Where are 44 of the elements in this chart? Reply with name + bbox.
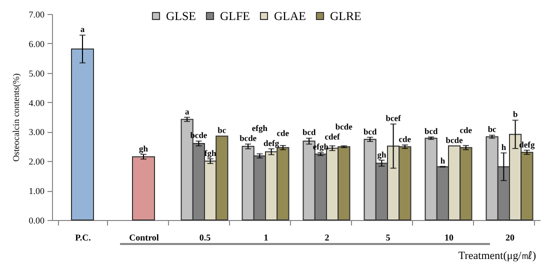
data-label: gh xyxy=(377,149,386,160)
data-label: h xyxy=(440,155,446,166)
y-tick-label: 4.00 xyxy=(28,98,45,108)
data-label: gh xyxy=(139,143,148,154)
data-label: bcde xyxy=(446,134,464,145)
data-label: bc xyxy=(488,124,497,134)
data-label: efgh xyxy=(252,123,268,134)
x-tick-label: 5 xyxy=(386,232,391,242)
x-tick-label: 20 xyxy=(506,232,515,242)
data-label: bcd xyxy=(424,126,438,136)
data-label: h xyxy=(501,142,506,152)
x-tick-label: 0.5 xyxy=(199,232,212,242)
data-label: cdef xyxy=(324,132,340,142)
data-label: bcd xyxy=(302,127,316,138)
x-tick-label: 10 xyxy=(444,232,454,242)
legend-label: GLFE xyxy=(220,9,250,23)
y-tick-label: 3.00 xyxy=(28,127,45,138)
data-label: cde xyxy=(460,124,472,135)
data-label: b xyxy=(512,109,518,120)
legend-label: GLRE xyxy=(330,9,362,23)
legend-label: GLSE xyxy=(166,9,196,23)
y-tick-label: 1.00 xyxy=(28,186,45,196)
y-tick-label: 6.00 xyxy=(28,38,45,49)
data-label: bcef xyxy=(386,113,402,124)
data-label: cde xyxy=(398,134,412,144)
data-label: a xyxy=(80,24,86,34)
y-tick-label: 5.00 xyxy=(28,68,45,78)
data-label: bcde xyxy=(240,133,257,144)
x-axis-title: Treatment(μg/㎖) xyxy=(458,249,536,263)
data-label: bcde xyxy=(335,122,353,132)
x-tick-label: 1 xyxy=(264,232,269,242)
data-label: bcd xyxy=(363,126,377,136)
x-tick-label: 2 xyxy=(324,232,330,242)
data-label: cde xyxy=(276,128,290,138)
y-tick-label: 0.00 xyxy=(28,216,45,226)
y-tick-label: 2.00 xyxy=(28,156,45,167)
x-tick-label: Control xyxy=(129,232,160,242)
data-label: defg xyxy=(264,138,280,148)
data-label: a xyxy=(184,106,190,116)
y-axis-title: Osteocalcin contents(%) xyxy=(10,73,21,162)
data-label: bc xyxy=(218,125,226,136)
legend-label: GLAE xyxy=(274,9,306,23)
x-tick-label: P.C. xyxy=(75,232,91,242)
y-tick-label: 7.00 xyxy=(28,10,45,20)
